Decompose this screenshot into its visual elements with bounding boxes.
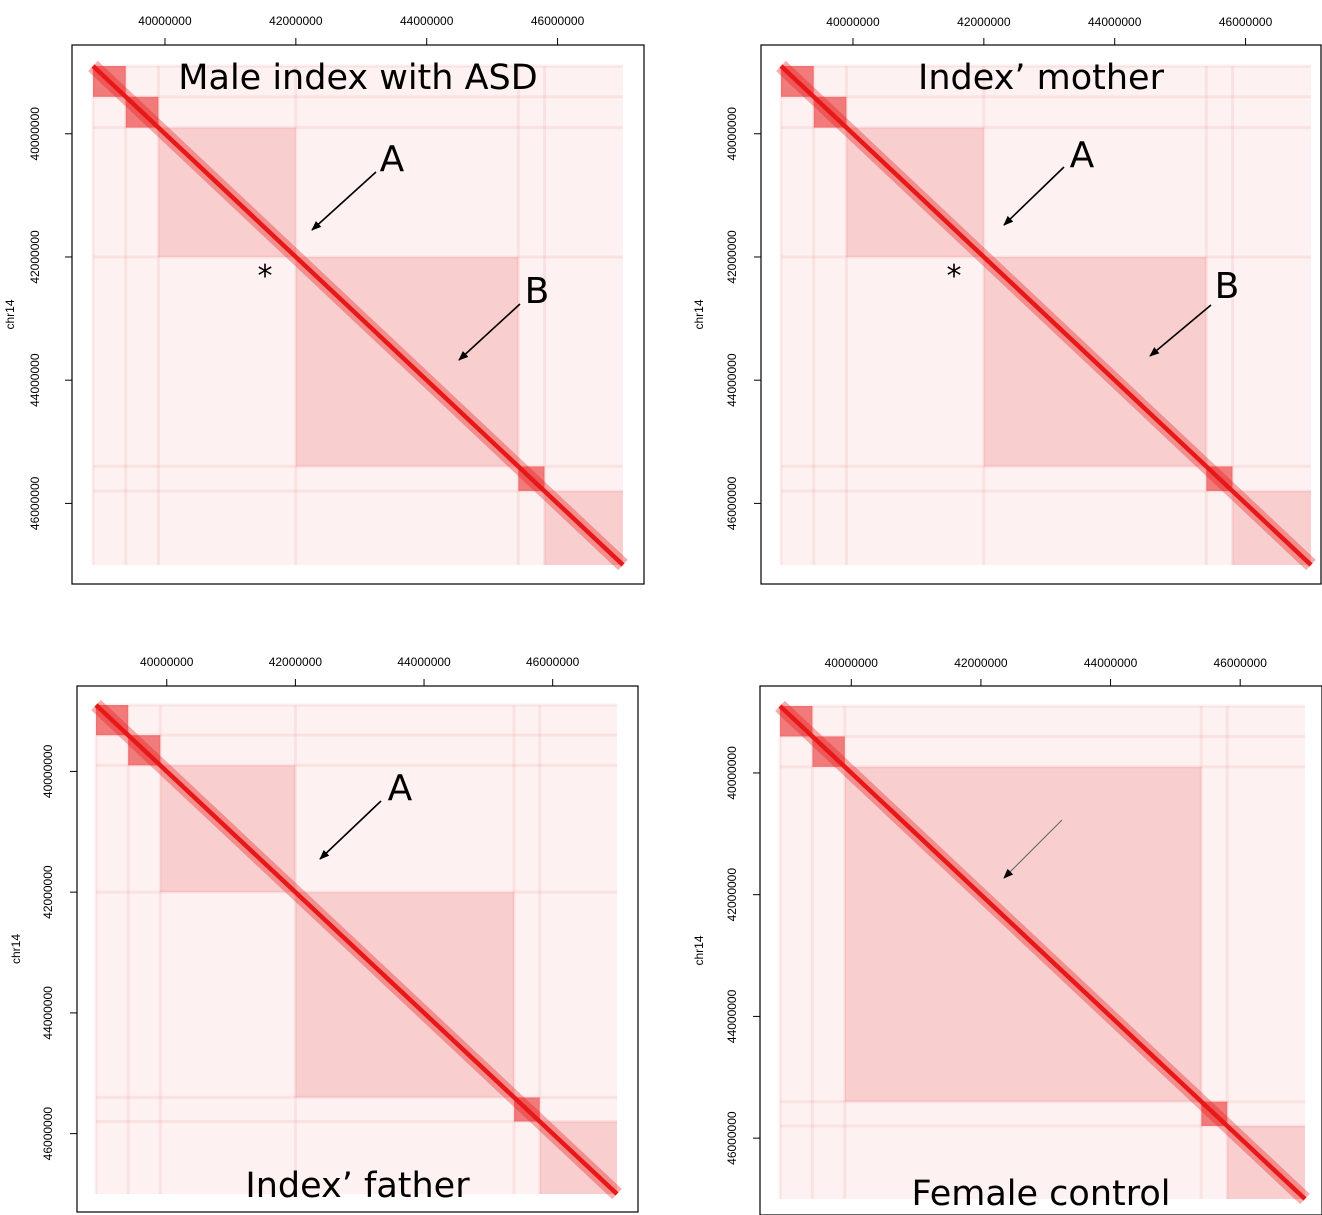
x-tick-label: 44000000 <box>400 14 454 28</box>
panel-title: Male index with ASD <box>178 58 537 98</box>
annotation-arrow <box>319 800 382 860</box>
y-tick-label: 44000000 <box>725 353 739 407</box>
annotation-arrow <box>1149 304 1212 357</box>
y-tick-label: 46000000 <box>41 1107 55 1161</box>
y-axis-label: chr14 <box>3 299 17 329</box>
x-tick-label: 42000000 <box>269 655 323 669</box>
annotation-label-a: A <box>388 768 413 809</box>
y-tick-label: 46000000 <box>725 476 739 530</box>
diagonal <box>94 703 619 1196</box>
y-axis-label: chr14 <box>692 935 706 965</box>
x-tick-label: 40000000 <box>826 15 880 29</box>
y-tick-label: 40000000 <box>725 107 739 161</box>
heatmap-panel-4: 40000000 42000000 44000000 46000000 40000000… <box>692 656 1322 1215</box>
annotation-arrow <box>311 171 377 231</box>
x-tick-label: 44000000 <box>397 655 451 669</box>
y-tick-label: 44000000 <box>28 353 42 407</box>
heatmap-panel-1: 40000000 42000000 44000000 46000000 40000000… <box>3 14 645 585</box>
x-tick-label: 46000000 <box>531 14 585 28</box>
annotation-arrow <box>1003 819 1063 879</box>
annotation-label-a: A <box>380 139 405 180</box>
y-axis-label: chr14 <box>9 934 23 964</box>
x-tick-label: 42000000 <box>957 15 1011 29</box>
x-tick-label: 40000000 <box>138 14 192 28</box>
y-tick-label: 46000000 <box>28 476 42 530</box>
y-tick-label: 40000000 <box>725 746 739 800</box>
annotation-label-b: B <box>1215 266 1240 307</box>
diagonal <box>778 704 1307 1201</box>
panel-title: Index’ father <box>245 1166 470 1206</box>
y-tick-label: 42000000 <box>28 230 42 284</box>
diagonal <box>779 64 1313 567</box>
annotation-label-b: B <box>525 271 550 312</box>
y-axis-label: chr14 <box>692 299 706 329</box>
y-tick-label: 42000000 <box>41 865 55 919</box>
heatmap-panel-3: 40000000 42000000 44000000 46000000 40000000… <box>9 655 639 1213</box>
annotation-arrow <box>1003 166 1065 226</box>
x-tick-label: 40000000 <box>825 656 879 670</box>
panel-title: Female control <box>912 1174 1171 1214</box>
x-tick-label: 46000000 <box>526 655 580 669</box>
panel-title: Index’ mother <box>918 58 1165 98</box>
x-tick-label: 44000000 <box>1088 15 1142 29</box>
x-tick-label: 42000000 <box>269 14 323 28</box>
y-tick-label: 44000000 <box>725 989 739 1043</box>
x-tick-label: 42000000 <box>954 656 1008 670</box>
asterisk-marker: * <box>947 259 962 294</box>
annotation-arrow <box>458 303 521 361</box>
x-tick-label: 46000000 <box>1213 656 1267 670</box>
x-tick-label: 44000000 <box>1084 656 1138 670</box>
y-tick-label: 40000000 <box>41 744 55 798</box>
x-tick-label: 40000000 <box>140 655 194 669</box>
x-tick-label: 46000000 <box>1219 15 1273 29</box>
y-tick-label: 42000000 <box>725 230 739 284</box>
asterisk-marker: * <box>258 259 273 294</box>
diagonal <box>91 64 625 567</box>
y-tick-label: 44000000 <box>41 986 55 1040</box>
y-tick-label: 40000000 <box>28 107 42 161</box>
heatmap-panel-2: 40000000 42000000 44000000 46000000 40000000… <box>692 15 1322 585</box>
y-tick-label: 42000000 <box>725 868 739 922</box>
annotation-label-a: A <box>1070 135 1095 176</box>
y-tick-label: 46000000 <box>725 1111 739 1165</box>
